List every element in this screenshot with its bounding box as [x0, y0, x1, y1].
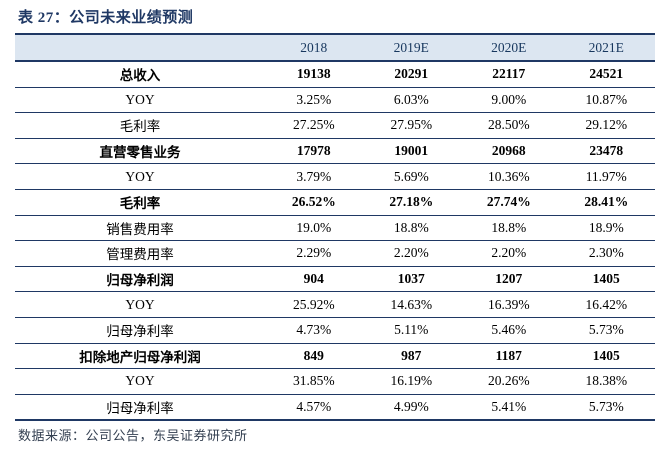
row-label: 毛利率: [15, 112, 265, 139]
cell-value: 18.8%: [460, 215, 558, 242]
row-label: 扣除地产归母净利润: [15, 343, 265, 370]
table-row: YOY 3.25% 6.03% 9.00% 10.87%: [15, 87, 655, 114]
row-label: 归母净利润: [15, 266, 265, 293]
cell-value: 1405: [557, 266, 655, 293]
cell-value: 18.8%: [362, 215, 460, 242]
cell-value: 10.87%: [557, 87, 655, 114]
row-label: 管理费用率: [15, 240, 265, 267]
cell-value: 28.50%: [460, 112, 558, 139]
forecast-table: 2018 2019E 2020E 2021E 总收入 19138 20291 2211…: [15, 33, 655, 422]
header-cell-2018: 2018: [265, 34, 363, 62]
cell-value: 22117: [460, 61, 558, 88]
cell-value: 25.92%: [265, 291, 363, 318]
table-row: 归母净利润 904 1037 1207 1405: [15, 266, 655, 293]
table-row: 归母净利率 4.73% 5.11% 5.46% 5.73%: [15, 317, 655, 344]
cell-value: 5.69%: [362, 163, 460, 190]
cell-value: 1405: [557, 343, 655, 370]
row-label: 直营零售业务: [15, 138, 265, 165]
row-label: YOY: [15, 163, 265, 190]
cell-value: 11.97%: [557, 163, 655, 190]
cell-value: 20968: [460, 138, 558, 165]
cell-value: 27.25%: [265, 112, 363, 139]
cell-value: 16.39%: [460, 291, 558, 318]
header-cell-2020e: 2020E: [460, 34, 558, 62]
cell-value: 5.73%: [557, 317, 655, 344]
cell-value: 27.18%: [362, 189, 460, 216]
table-row: 毛利率 27.25% 27.95% 28.50% 29.12%: [15, 112, 655, 139]
table-body: 总收入 19138 20291 22117 24521 YOY 3.25% 6.03% 9.00…: [15, 61, 655, 420]
cell-value: 1207: [460, 266, 558, 293]
cell-value: 5.73%: [588, 399, 624, 415]
cell-value: 28.41%: [557, 189, 655, 216]
cell-value: 18.9%: [557, 215, 655, 242]
table-title: 表 27：公司未来业绩预测: [18, 10, 194, 26]
cell-value: 4.99%: [393, 399, 429, 415]
cell-value: 2.20%: [362, 240, 460, 267]
table-row: 归母净利率 4.57% 4.99% 5.41% 5.73%: [15, 394, 655, 420]
table-row: 毛利率 26.52% 27.18% 27.74% 28.41%: [15, 189, 655, 216]
cell-value: 27.74%: [460, 189, 558, 216]
cell-value: 29.12%: [557, 112, 655, 139]
table-row: 总收入 19138 20291 22117 24521: [15, 61, 655, 88]
cell-value: 987: [362, 343, 460, 370]
cell-value: 4.57%: [296, 399, 332, 415]
header-cell-2019e: 2019E: [362, 34, 460, 62]
cell-value: 16.42%: [557, 291, 655, 318]
table-row: 管理费用率 2.29% 2.20% 2.20% 2.30%: [15, 240, 655, 267]
table-row: YOY 3.79% 5.69% 10.36% 11.97%: [15, 163, 655, 190]
cell-value: 19138: [265, 61, 363, 88]
cell-value: 31.85%: [265, 368, 363, 395]
row-label: 销售费用率: [15, 215, 265, 242]
cell-value: 19001: [362, 138, 460, 165]
table-header-row: 2018 2019E 2020E 2021E: [15, 34, 655, 62]
cell-value: 5.41%: [491, 399, 527, 415]
cell-value: 2.29%: [265, 240, 363, 267]
cell-value: 849: [265, 343, 363, 370]
source-note: 数据来源：公司公告，东吴证券研究所: [18, 428, 248, 443]
cell-value: 904: [265, 266, 363, 293]
cell-value: 18.38%: [557, 368, 655, 395]
row-label: 归母净利率: [15, 317, 265, 344]
cell-value: 9.00%: [460, 87, 558, 114]
cell-value: 1187: [460, 343, 558, 370]
cell-value: 3.79%: [265, 163, 363, 190]
table-row: YOY 31.85% 16.19% 20.26% 18.38%: [15, 368, 655, 395]
row-label: 总收入: [15, 61, 265, 88]
table-row: YOY 25.92% 14.63% 16.39% 16.42%: [15, 291, 655, 318]
cell-value: 24521: [557, 61, 655, 88]
cell-value: 5.46%: [460, 317, 558, 344]
cell-value: 4.73%: [265, 317, 363, 344]
row-label: YOY: [15, 87, 265, 114]
cell-value: 2.30%: [557, 240, 655, 267]
row-label: 归母净利率: [106, 401, 174, 417]
cell-value: 3.25%: [265, 87, 363, 114]
row-label: 毛利率: [15, 189, 265, 216]
header-cell-2021e: 2021E: [557, 34, 655, 62]
cell-value: 16.19%: [362, 368, 460, 395]
table-row: 直营零售业务 17978 19001 20968 23478: [15, 138, 655, 165]
cell-value: 10.36%: [460, 163, 558, 190]
cell-value: 2.20%: [460, 240, 558, 267]
table-row: 扣除地产归母净利润 849 987 1187 1405: [15, 343, 655, 370]
cell-value: 26.52%: [265, 189, 363, 216]
cell-value: 5.11%: [362, 317, 460, 344]
cell-value: 20.26%: [460, 368, 558, 395]
row-label: YOY: [15, 368, 265, 395]
table-row: 销售费用率 19.0% 18.8% 18.8% 18.9%: [15, 215, 655, 242]
cell-value: 1037: [362, 266, 460, 293]
cell-value: 14.63%: [362, 291, 460, 318]
header-cell-blank: [15, 34, 265, 62]
cell-value: 6.03%: [362, 87, 460, 114]
cell-value: 19.0%: [265, 215, 363, 242]
cell-value: 20291: [362, 61, 460, 88]
cell-value: 17978: [265, 138, 363, 165]
cell-value: 27.95%: [362, 112, 460, 139]
row-label: YOY: [15, 291, 265, 318]
cell-value: 23478: [557, 138, 655, 165]
